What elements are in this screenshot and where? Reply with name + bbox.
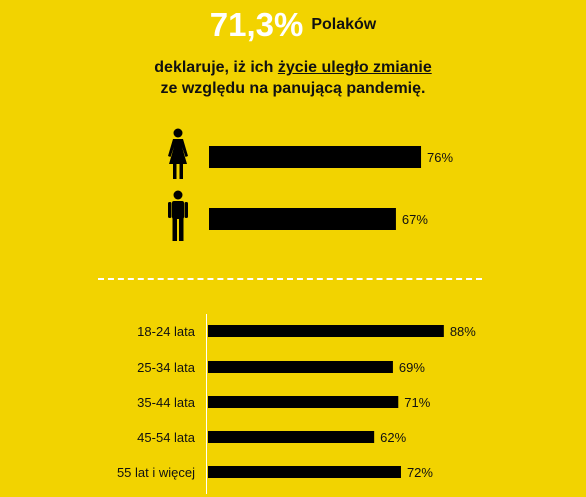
headline-description: deklaruje, iż ich życie uległo zmianie z… (0, 57, 586, 99)
age-bar-value-label: 88% (450, 324, 476, 339)
age-bar (208, 466, 401, 478)
description-underlined-text: życie uległo zmianie (277, 59, 432, 76)
male-figure-icon (168, 190, 188, 241)
age-chart-axis (206, 314, 207, 494)
headline-value: 71,3% (209, 6, 304, 43)
age-bar-value-label: 69% (399, 360, 425, 375)
gender-bar (209, 208, 396, 230)
age-bar-value-label: 72% (407, 465, 433, 480)
age-category-label: 55 lat i więcej (117, 465, 195, 480)
description-line-1-text: deklaruje, iż ich (154, 59, 278, 76)
gender-bar (209, 146, 422, 168)
gender-bar-value-label: 67% (402, 212, 428, 227)
female-figure-icon (168, 128, 188, 179)
age-bar (208, 361, 393, 373)
gender-bar-value-label: 76% (427, 150, 453, 165)
age-category-label: 45-54 lata (137, 430, 196, 445)
description-line-1: deklaruje, iż ich życie uległo zmianie (0, 57, 586, 78)
age-category-label: 18-24 lata (137, 324, 196, 339)
age-bar-value-label: 71% (404, 395, 430, 410)
age-bar (208, 325, 444, 337)
headline: 71,3% Polaków (0, 6, 586, 44)
age-category-label: 35-44 lata (137, 395, 196, 410)
headline-subject: Polaków (311, 16, 377, 33)
description-line-2: ze względu na panującą pandemię. (160, 80, 426, 97)
age-bar (208, 396, 399, 408)
age-category-label: 25-34 lata (137, 360, 196, 375)
age-bar-value-label: 62% (380, 430, 406, 445)
age-bar (208, 431, 375, 443)
section-divider (98, 278, 482, 280)
